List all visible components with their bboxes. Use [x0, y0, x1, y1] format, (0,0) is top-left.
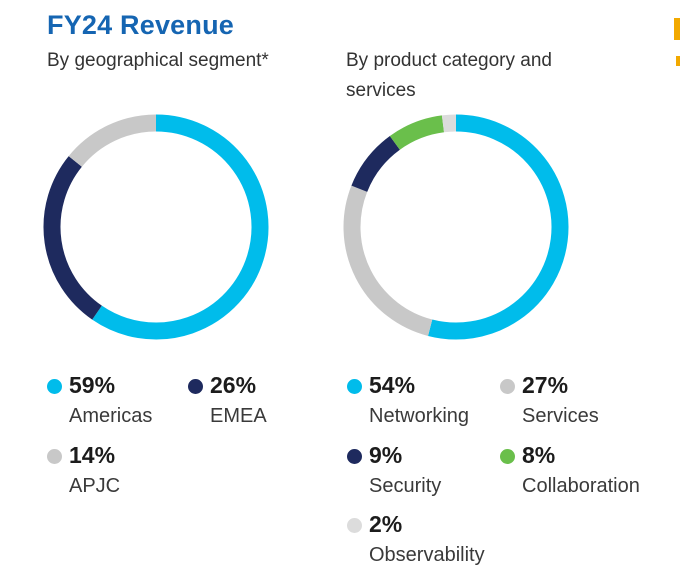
product-chart-subtitle: By product category and services — [346, 50, 552, 101]
legend-value-emea: 26% — [210, 372, 257, 398]
geo-chart-subtitle: By geographical segment* — [47, 50, 269, 71]
legend-label-security: Security — [369, 475, 442, 497]
geo-slice-americas — [92, 114, 269, 340]
legend-value-apjc: 14% — [69, 442, 116, 468]
next-section-marker-small — [676, 56, 680, 66]
legend-value-americas: 59% — [69, 372, 116, 398]
legend-dot-services — [500, 379, 515, 394]
product-slice-observability — [441, 114, 457, 133]
legend-dot-collaboration — [500, 449, 515, 464]
legend-dot-networking — [347, 379, 362, 394]
legend-label-emea: EMEA — [210, 405, 267, 427]
legend-dot-americas — [47, 379, 62, 394]
legend-value-networking: 54% — [369, 372, 416, 398]
geo-donut-chart — [43, 114, 269, 340]
page-title: FY24 Revenue — [47, 10, 234, 40]
legend-dot-apjc — [47, 449, 62, 464]
legend-value-services: 27% — [522, 372, 569, 398]
geo-slice-emea — [43, 156, 102, 320]
legend-label-americas: Americas — [69, 405, 153, 427]
product-slice-services — [343, 185, 433, 336]
next-section-marker — [674, 18, 680, 40]
legend-label-observability: Observability — [369, 544, 485, 566]
legend-label-collaboration: Collaboration — [522, 475, 640, 497]
legend-label-networking: Networking — [369, 405, 470, 427]
legend-label-services: Services — [522, 405, 599, 427]
geo-slice-apjc — [68, 114, 157, 167]
legend-value-collaboration: 8% — [522, 442, 556, 468]
product-slice-networking — [428, 114, 569, 340]
legend-dot-emea — [188, 379, 203, 394]
product-slice-collaboration — [389, 115, 445, 150]
legend-value-security: 9% — [369, 442, 403, 468]
legend-dot-observability — [347, 518, 362, 533]
legend-value-observability: 2% — [369, 511, 403, 537]
legend-label-apjc: APJC — [69, 475, 121, 497]
product-donut-chart — [343, 114, 569, 340]
product-slice-security — [351, 135, 401, 193]
legend-dot-security — [347, 449, 362, 464]
